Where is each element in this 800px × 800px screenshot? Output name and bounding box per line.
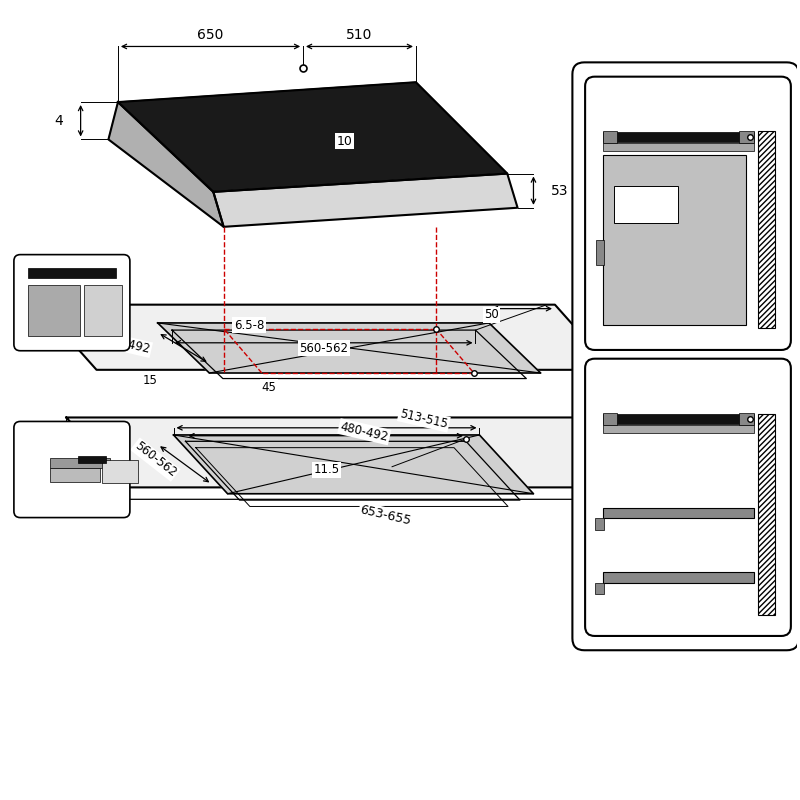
Bar [602,508,754,518]
Text: 247.5: 247.5 [655,118,694,131]
Text: 560-562: 560-562 [132,439,178,480]
Polygon shape [118,82,507,192]
FancyBboxPatch shape [572,62,799,650]
Text: 20: 20 [762,326,778,339]
Text: 20: 20 [759,598,774,611]
Bar [602,414,754,424]
Text: 480-492: 480-492 [339,420,390,444]
Bar [28,285,80,337]
Bar [758,131,775,329]
Text: 510: 510 [346,27,373,42]
Bar [602,155,746,325]
Text: 60: 60 [759,538,774,551]
Bar [50,458,110,467]
Text: 513-515: 513-515 [398,407,449,431]
Text: 650: 650 [198,27,224,42]
FancyBboxPatch shape [585,77,791,350]
Bar [102,459,138,483]
Bar [739,413,754,426]
Bar [602,413,617,426]
Text: 50: 50 [484,309,498,322]
Text: 653-655: 653-655 [359,503,413,527]
Text: 480-492: 480-492 [101,333,151,356]
Text: 20: 20 [759,464,774,477]
Polygon shape [38,305,613,370]
Polygon shape [174,435,534,494]
Bar [50,467,100,482]
Text: 560-562: 560-562 [299,342,348,355]
FancyBboxPatch shape [14,422,130,518]
Bar [602,132,754,142]
Bar [602,130,617,143]
Text: 45: 45 [262,381,276,394]
Text: 6: 6 [33,435,42,449]
Polygon shape [66,418,642,487]
Text: min 12: min 12 [648,381,702,395]
Text: 15: 15 [142,374,157,387]
Bar [594,518,604,530]
Bar [614,186,678,223]
Polygon shape [109,102,224,227]
Text: 11.5: 11.5 [314,463,340,477]
Bar [602,572,754,582]
Bar [594,582,604,594]
Text: min 30: min 30 [649,99,702,113]
Text: 100: 100 [574,297,597,310]
Bar [78,456,106,462]
Bar [758,414,775,614]
FancyBboxPatch shape [14,254,130,350]
Polygon shape [158,323,541,373]
Text: 6.5-8: 6.5-8 [234,319,264,332]
Text: 247.5: 247.5 [655,400,694,413]
Bar [602,143,754,151]
Bar [739,130,754,143]
Text: 53: 53 [551,184,569,198]
Bar [84,285,122,337]
Bar [28,268,115,278]
Polygon shape [214,174,518,227]
Bar [602,426,754,434]
FancyBboxPatch shape [585,358,791,636]
Bar [596,240,604,266]
Text: 4: 4 [54,114,63,128]
Text: 10: 10 [337,134,352,147]
